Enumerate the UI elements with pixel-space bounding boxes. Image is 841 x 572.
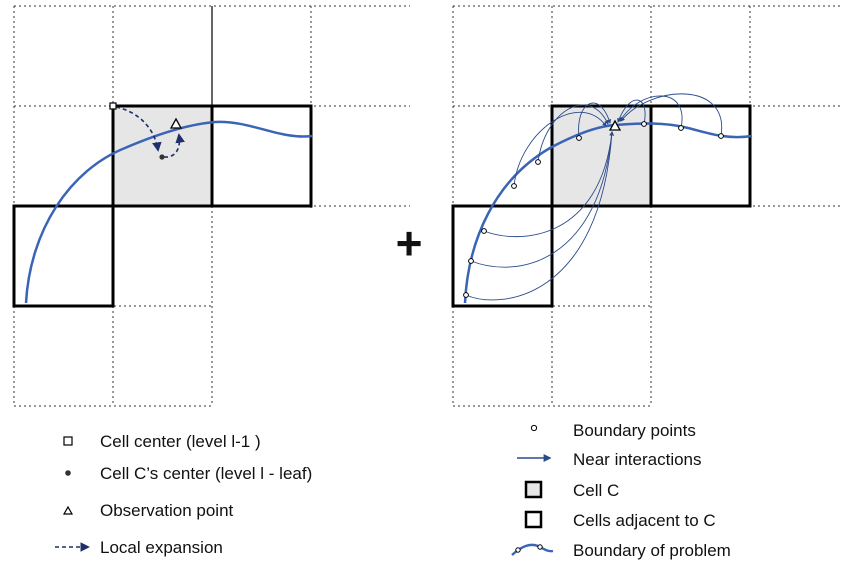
boundary-points [463,121,724,298]
legend-adjacent-cells: Cells adjacent to C [573,511,716,530]
legend-cell-c: Cell C [573,481,619,500]
boundary-point [468,258,474,264]
observation-point-marker [608,119,622,131]
boundary-point [481,228,487,234]
adjacent-cells [451,104,752,308]
legend-leaf-center: Cell C’s center (level l - leaf) [100,464,312,483]
leaf-center-swatch [65,470,71,476]
near-interactions [465,93,723,301]
legend-boundary-points: Boundary points [573,421,696,440]
cell-center-swatch [63,436,73,446]
legend-near-interactions: Near interactions [573,450,702,469]
leaf-center-marker [159,154,165,160]
plus-operator: + [396,217,423,269]
left-panel [12,5,410,407]
legend-right: Boundary points Near interactions Cell C… [511,421,731,560]
legend-observation-point: Observation point [100,501,234,520]
adjacent-cells [12,104,313,308]
cell-center-marker [109,102,117,110]
observation-point-swatch [62,505,74,515]
boundary-point [511,183,517,189]
legend-boundary-of-problem: Boundary of problem [573,541,731,560]
boundary-point [641,121,647,127]
observation-point-marker [169,117,183,129]
boundary-point [576,135,582,141]
legend-left: Cell center (level l-1 ) Cell C’s center… [55,432,312,557]
adjacent-cells-swatch [524,510,543,529]
boundary-swatch-point [515,547,521,553]
boundary-point [463,292,469,298]
local-expansion-arrow [163,133,185,158]
local-expansion-arrow [115,106,162,152]
boundary-point-swatch [530,424,538,432]
boundary-point [535,159,541,165]
boundary-swatch-point [537,544,543,550]
boundary-point [718,133,724,139]
legend-cell-center: Cell center (level l-1 ) [100,432,261,451]
legend-local-expansion: Local expansion [100,538,223,557]
boundary-point [678,125,684,131]
boundary-curve [463,122,753,304]
right-panel [451,5,840,407]
cell-c-swatch [524,480,543,499]
boundary-curve [24,120,313,304]
